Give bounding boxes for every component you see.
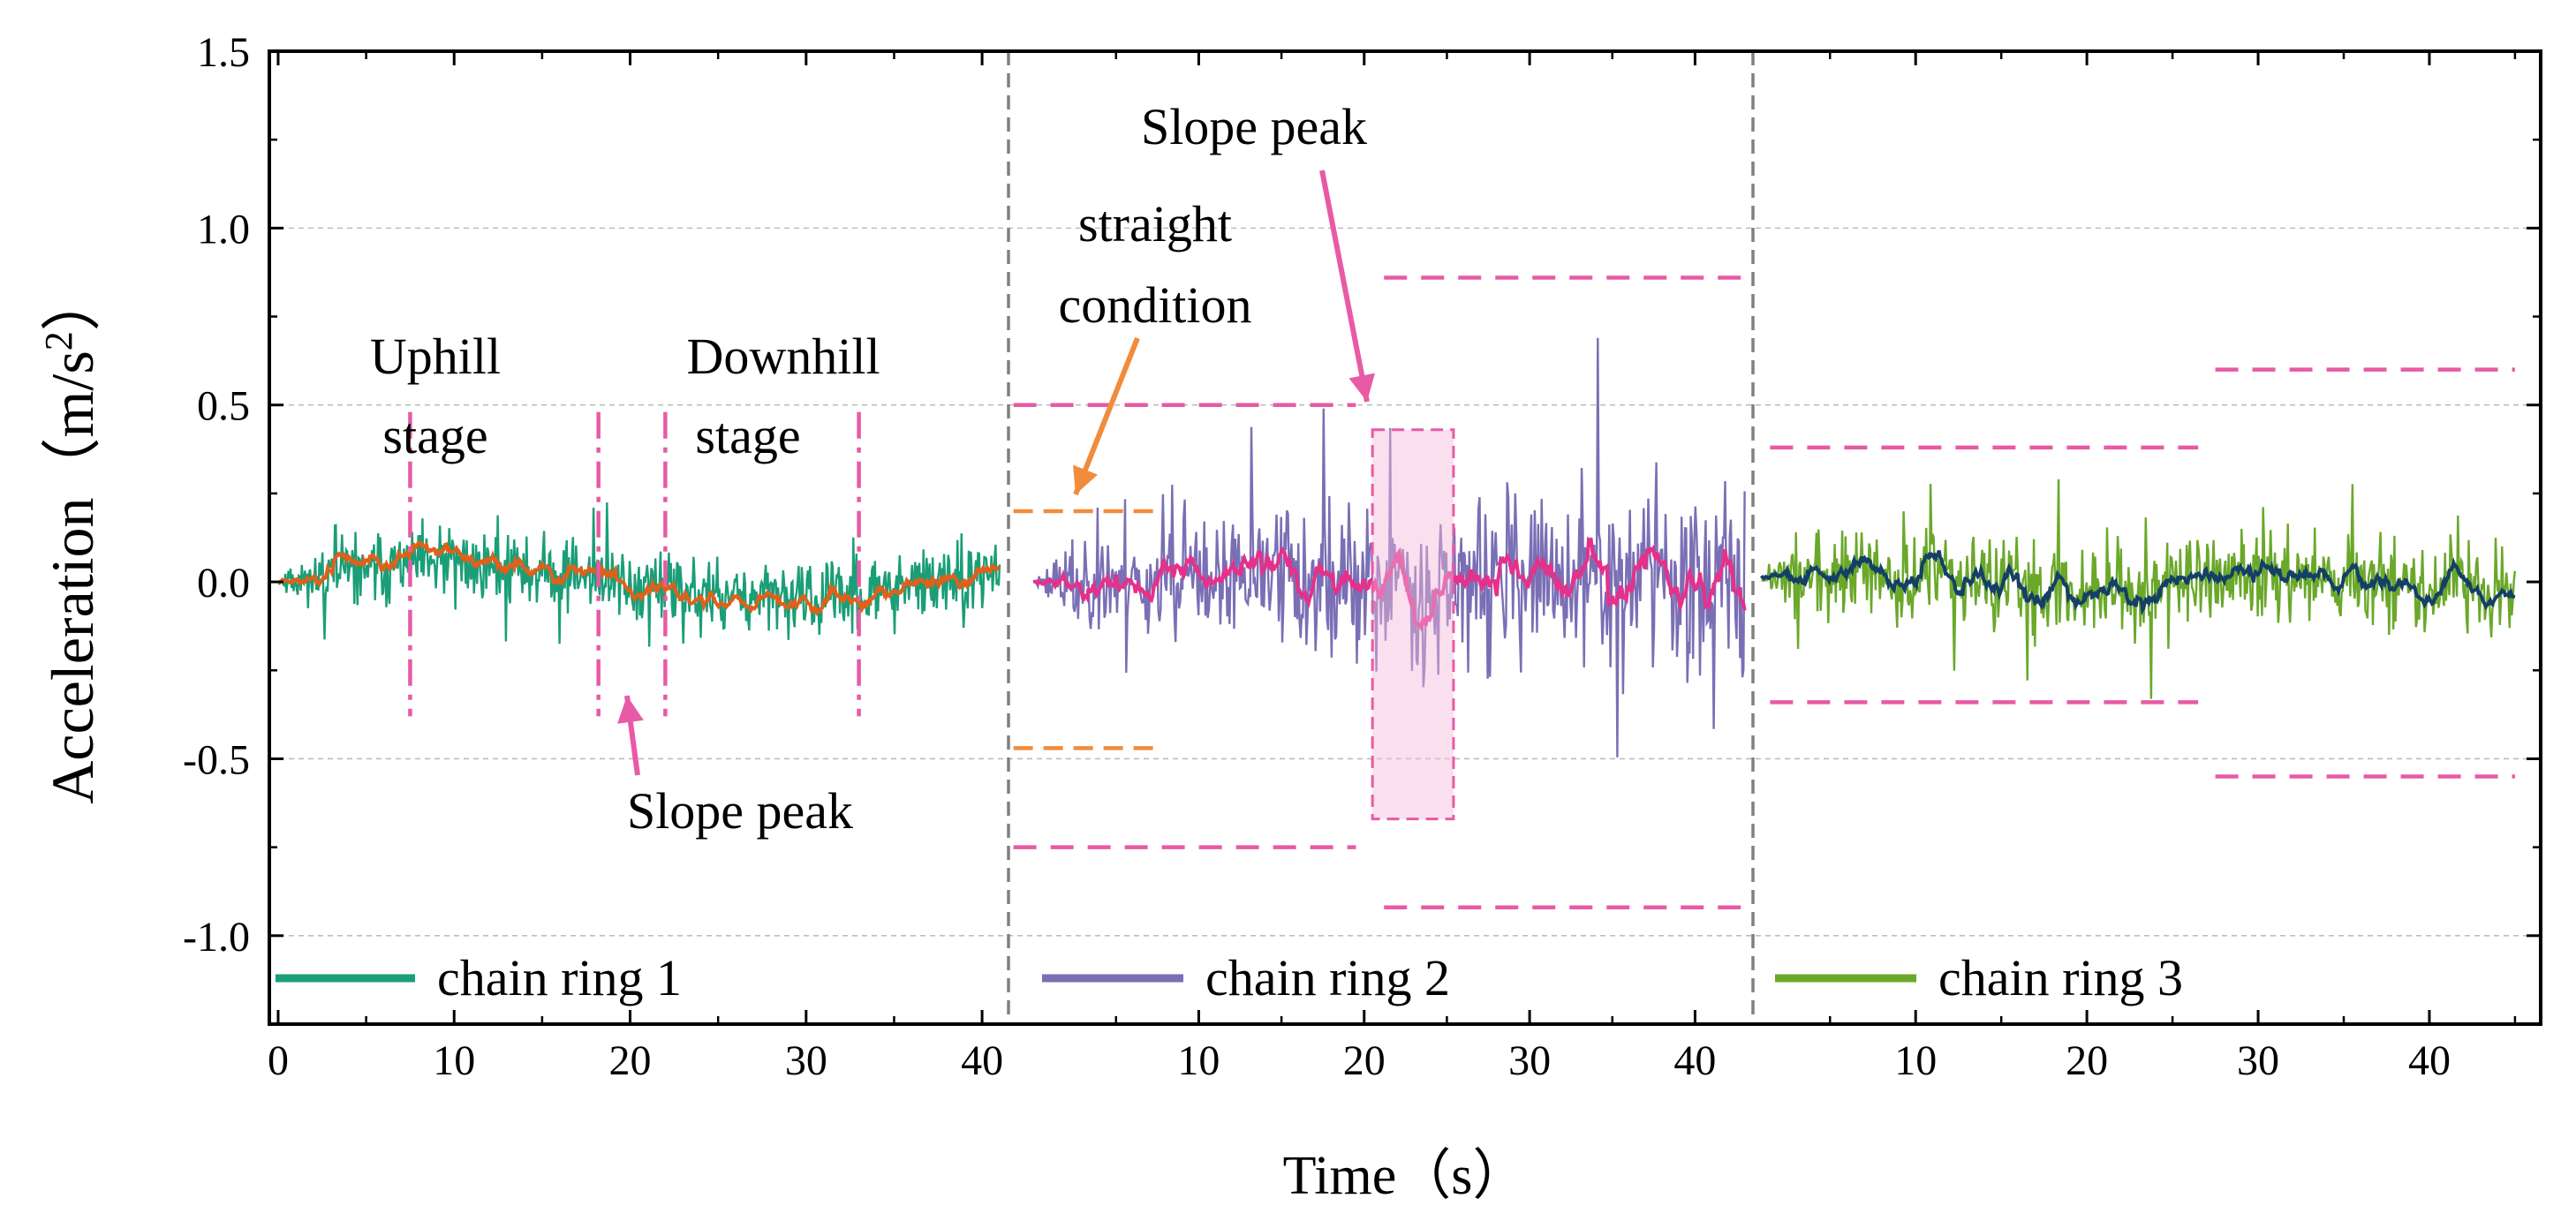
straight-condition-label-line1: straight <box>1078 195 1232 252</box>
y-axis-label-main: Acceleration（m/s <box>39 350 106 804</box>
series-smoothed-chain-ring-2 <box>1032 536 1747 633</box>
series-raw-chain-ring-2 <box>1032 337 1746 757</box>
x-tick-label-p2-3: 40 <box>1673 1037 1716 1084</box>
x-tick-label-p3-0: 10 <box>1894 1037 1937 1084</box>
annotation-layer <box>408 51 2515 1024</box>
uphill-stage-label-line2: stage <box>382 407 487 464</box>
straight-condition-label-line2: condition <box>1058 276 1251 334</box>
x-tick-label-p3-3: 40 <box>2408 1037 2451 1084</box>
legend-label-chain-ring-2: chain ring 2 <box>1205 949 1450 1006</box>
y-axis-label: Acceleration（m/s2） <box>37 271 106 804</box>
straight-condition-arrow-head <box>1073 464 1098 494</box>
series-smoothed-chain-ring-3 <box>1760 550 2516 616</box>
y-tick-label-4: -0.5 <box>183 736 250 783</box>
straight-condition-arrow-shaft <box>1073 336 1140 496</box>
y-tick-label-5: -1.0 <box>183 914 250 961</box>
y-tick-label-3: 0.0 <box>197 560 250 607</box>
y-tick-label-1: 1.0 <box>197 206 250 252</box>
downhill-stage-label-line1: Downhill <box>686 328 880 385</box>
x-tick-label-p2-1: 20 <box>1343 1037 1386 1084</box>
legend-label-chain-ring-3: chain ring 3 <box>1938 949 2183 1006</box>
plot-frame <box>268 49 2542 1026</box>
y-axis-label-superscript: 2 <box>37 331 80 350</box>
x-tick-label-p1-1: 10 <box>433 1037 475 1084</box>
series-smoothed-chain-ring-1 <box>277 540 1001 617</box>
x-tick-label-p1-3: 30 <box>785 1037 827 1084</box>
x-tick-label-p2-0: 10 <box>1177 1037 1220 1084</box>
x-tick-label-p3-1: 20 <box>2066 1037 2108 1084</box>
slope-peak-arrow-2-shaft <box>1319 170 1370 403</box>
y-axis-label-close: ） <box>39 271 106 331</box>
slope-peak-label-1: Slope peak <box>627 782 853 840</box>
slope-peak-label-2: Slope peak <box>1141 98 1367 155</box>
uphill-stage-label-line1: Uphill <box>370 328 501 385</box>
y-tick-label-2: 0.5 <box>197 383 250 430</box>
x-tick-label-p1-2: 20 <box>609 1037 652 1084</box>
x-axis-label: Time（s） <box>1283 1146 1528 1206</box>
y-tick-label-0: 1.5 <box>197 29 250 76</box>
legend-label-chain-ring-1: chain ring 1 <box>437 949 682 1006</box>
slope-peak-highlight <box>1371 428 1455 821</box>
x-tick-label-p1-0: 0 <box>268 1037 289 1084</box>
data-layer <box>277 337 2517 757</box>
x-tick-label-p3-2: 30 <box>2237 1037 2279 1084</box>
x-tick-label-p1-4: 40 <box>961 1037 1003 1084</box>
slope-peak-arrow-1-head <box>617 696 644 724</box>
slope-peak-arrow-2-head <box>1348 373 1375 402</box>
downhill-stage-label-line2: stage <box>695 407 800 464</box>
x-tick-label-p2-2: 30 <box>1508 1037 1551 1084</box>
axis-layer: 1.5 1.0 0.5 0.0 -0.5 -1.0 0 10 20 30 40 10 20 30 40 10 2… <box>183 29 2541 1084</box>
